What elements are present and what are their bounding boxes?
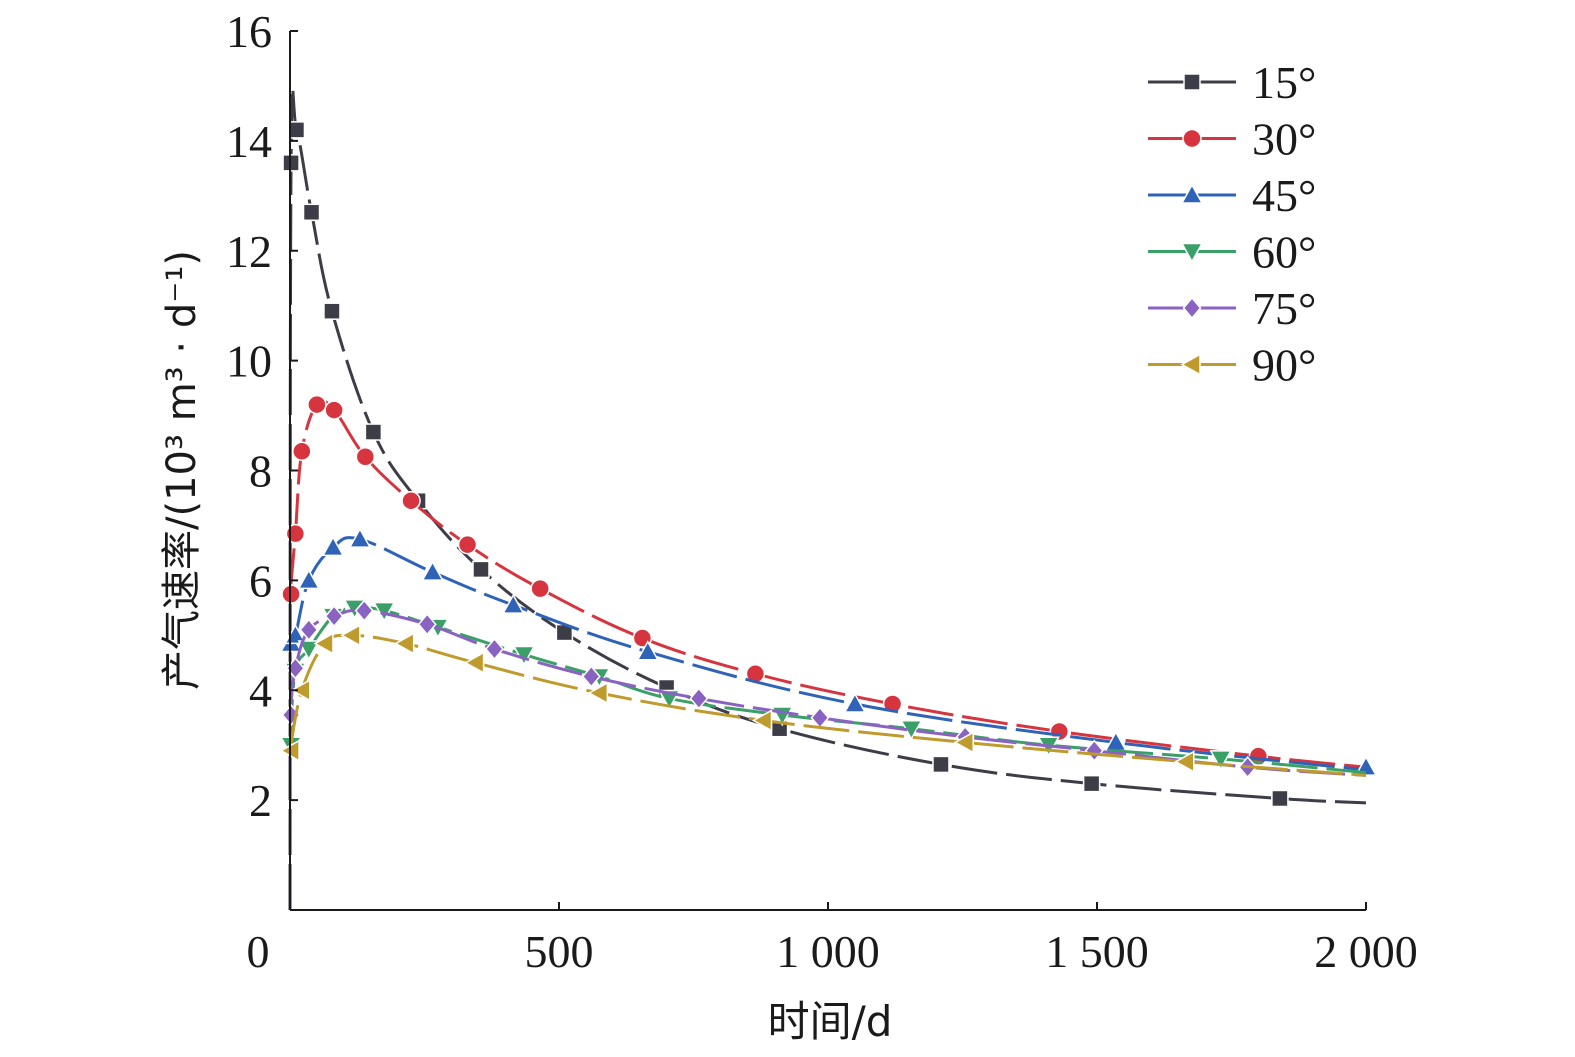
data-point (1271, 789, 1289, 808)
x-tick-label: 0 (247, 926, 270, 977)
data-point (472, 560, 490, 579)
series-2 (281, 394, 1367, 769)
legend-item: 75° (1148, 283, 1316, 334)
data-point (307, 394, 327, 415)
data-point (457, 534, 478, 555)
y-tick-label: 14 (226, 116, 272, 167)
legend-label: 90° (1252, 340, 1316, 391)
legend: 15° 30°45° 60°75° 90° (1148, 57, 1316, 391)
series-line (288, 536, 1367, 772)
legend-item: 15° (1148, 57, 1316, 108)
data-point (810, 706, 830, 729)
x-tick-label: 1 500 (1045, 926, 1149, 977)
x-ticks: 0 500 1 000 1 500 2 000 (247, 902, 1418, 977)
legend-item: 60° (1148, 227, 1316, 278)
series-6 (279, 624, 1367, 777)
legend-item: 45° (1148, 170, 1316, 221)
series-line (288, 86, 1367, 911)
data-point (1084, 739, 1104, 762)
data-point (287, 121, 306, 139)
data-point (953, 731, 974, 754)
legend-item: 30° (1148, 114, 1316, 165)
legend-label: 60° (1252, 227, 1316, 278)
data-point (372, 601, 396, 623)
series-3 (279, 527, 1378, 776)
data-point (421, 560, 444, 581)
data-point (364, 423, 383, 441)
data-point (932, 755, 950, 774)
legend-marker (1180, 183, 1204, 204)
series-layer (279, 86, 1378, 911)
y-tick-label: 4 (249, 665, 272, 716)
data-point (636, 640, 660, 661)
data-point (292, 441, 312, 462)
data-point (417, 613, 437, 636)
data-point (464, 651, 485, 675)
y-tick-label: 8 (249, 446, 272, 497)
data-point (354, 599, 374, 622)
legend-item: 90° (1148, 340, 1316, 391)
data-point (882, 694, 903, 714)
data-point (401, 490, 421, 511)
data-point (290, 678, 311, 702)
y-tick-label: 2 (249, 775, 272, 826)
legend-marker (1182, 128, 1202, 149)
series-line (288, 399, 1367, 769)
data-point (843, 692, 867, 713)
y-tick-label: 16 (226, 6, 272, 57)
data-point (355, 447, 376, 467)
y-tick-label: 6 (249, 555, 272, 606)
x-tick-label: 1 000 (776, 926, 880, 977)
y-axis-title: 产气速率/(10³ m³ · d⁻¹) (159, 250, 205, 690)
x-tick-label: 2 000 (1314, 926, 1418, 977)
legend-label: 15° (1252, 57, 1316, 108)
data-point (689, 687, 709, 710)
data-point (281, 584, 301, 604)
data-point (313, 632, 334, 655)
data-point (323, 302, 341, 320)
data-point (1082, 774, 1101, 793)
axes-layer (289, 31, 1366, 911)
data-point (297, 640, 321, 661)
data-point (1174, 750, 1195, 773)
data-point (340, 624, 361, 647)
legend-marker (1183, 73, 1201, 91)
data-point (587, 681, 609, 705)
x-axis-title: 时间/d (768, 997, 893, 1046)
legend-label: 75° (1252, 283, 1316, 334)
data-point (530, 578, 550, 599)
data-point (484, 637, 504, 661)
data-point (501, 593, 525, 614)
data-point (282, 154, 300, 172)
data-point (394, 632, 415, 655)
series-1 (282, 86, 1367, 911)
data-point (321, 535, 345, 557)
y-tick-label: 10 (226, 336, 272, 387)
data-point (348, 527, 372, 548)
data-point (581, 665, 601, 688)
data-point (297, 568, 321, 590)
data-point (302, 203, 321, 222)
data-point (324, 604, 344, 628)
data-point (324, 400, 344, 420)
legend-marker (1182, 296, 1202, 320)
x-tick-label: 500 (525, 926, 594, 977)
legend-marker (1180, 353, 1201, 376)
data-point (751, 709, 773, 732)
legend-marker (1180, 242, 1204, 264)
legend-label: 30° (1252, 114, 1316, 165)
legend-label: 45° (1252, 170, 1316, 221)
series-4 (279, 599, 1367, 775)
data-point (1209, 750, 1233, 771)
y-tick-label: 12 (226, 226, 272, 277)
y-ticks: 2 4 6 8 10 12 14 16 (226, 6, 298, 826)
data-point (299, 618, 319, 641)
